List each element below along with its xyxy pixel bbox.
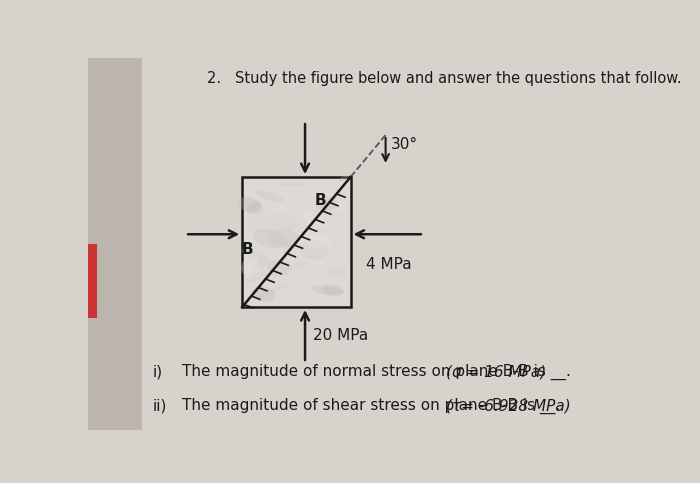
Text: (τ= -6.928 MPa): (τ= -6.928 MPa) <box>446 398 570 413</box>
Ellipse shape <box>304 212 327 227</box>
Ellipse shape <box>244 271 268 283</box>
Ellipse shape <box>286 179 295 186</box>
Ellipse shape <box>253 228 288 248</box>
Text: The magnitude of shear stress on plane B-B is __.: The magnitude of shear stress on plane B… <box>183 398 561 414</box>
Text: 30°: 30° <box>391 137 418 152</box>
Ellipse shape <box>287 261 310 268</box>
Bar <box>88 244 97 318</box>
Ellipse shape <box>309 230 326 247</box>
Ellipse shape <box>246 202 261 212</box>
Bar <box>242 177 351 307</box>
Text: B: B <box>241 242 253 257</box>
Text: 4 MPa: 4 MPa <box>366 256 412 271</box>
Ellipse shape <box>238 197 263 214</box>
Ellipse shape <box>316 193 338 198</box>
Ellipse shape <box>257 255 269 267</box>
Ellipse shape <box>315 210 342 217</box>
Ellipse shape <box>339 174 349 182</box>
Ellipse shape <box>315 196 337 211</box>
Text: i): i) <box>153 365 162 380</box>
Ellipse shape <box>328 268 346 277</box>
Text: B: B <box>314 193 326 208</box>
Ellipse shape <box>241 249 262 256</box>
Text: (σ = 16 MPa): (σ = 16 MPa) <box>446 365 546 380</box>
Ellipse shape <box>301 235 332 248</box>
Ellipse shape <box>279 182 308 186</box>
Ellipse shape <box>267 260 292 276</box>
Bar <box>88 58 141 430</box>
Ellipse shape <box>241 258 255 275</box>
Ellipse shape <box>323 284 344 296</box>
Ellipse shape <box>284 239 292 255</box>
Ellipse shape <box>270 213 298 232</box>
Ellipse shape <box>268 229 300 247</box>
Text: ii): ii) <box>153 398 167 413</box>
Text: 2.   Study the figure below and answer the questions that follow.: 2. Study the figure below and answer the… <box>207 71 682 86</box>
Ellipse shape <box>251 286 275 302</box>
Ellipse shape <box>302 250 326 268</box>
Text: The magnitude of normal stress on plane B-B is __.: The magnitude of normal stress on plane … <box>183 364 571 380</box>
Ellipse shape <box>248 210 272 231</box>
Ellipse shape <box>258 284 287 298</box>
Ellipse shape <box>300 240 329 260</box>
Ellipse shape <box>312 285 344 296</box>
Text: 20 MPa: 20 MPa <box>313 327 368 342</box>
Ellipse shape <box>256 191 284 202</box>
